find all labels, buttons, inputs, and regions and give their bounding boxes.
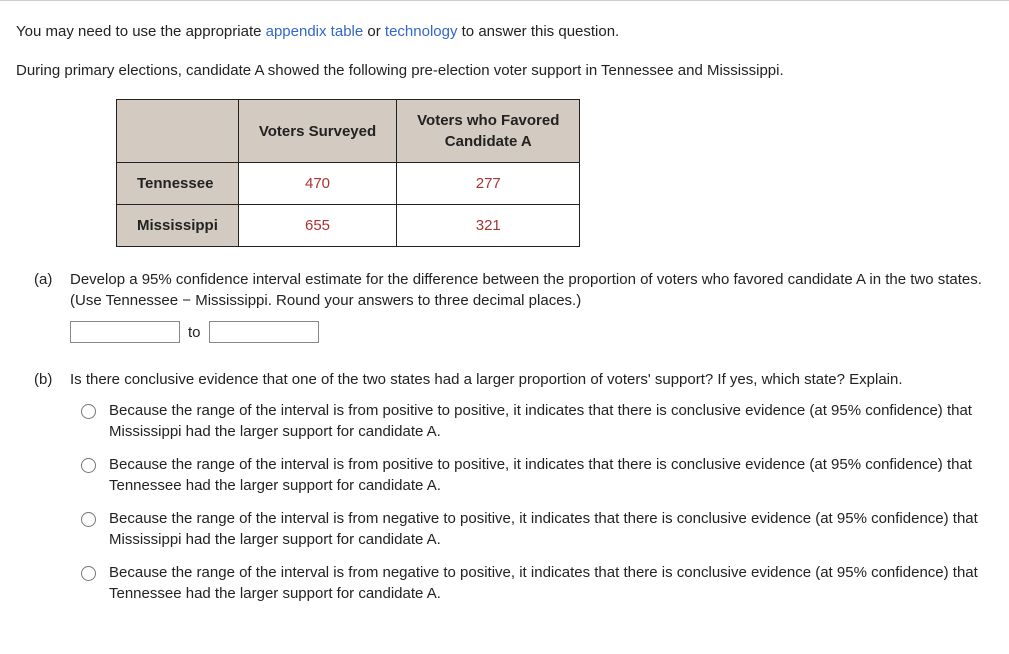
option-row: Because the range of the interval is fro… bbox=[76, 562, 993, 604]
row-favored-1: 321 bbox=[397, 205, 580, 247]
ci-lower-input[interactable] bbox=[70, 321, 180, 343]
appendix-table-link[interactable]: appendix table bbox=[266, 23, 364, 40]
col-header-favored-l2: Candidate A bbox=[445, 133, 532, 150]
option-text-2: Because the range of the interval is fro… bbox=[109, 508, 993, 550]
part-a-question: Develop a 95% confidence interval estima… bbox=[70, 269, 993, 311]
part-a-label: (a) bbox=[34, 269, 70, 343]
row-state-1: Mississippi bbox=[117, 205, 239, 247]
option-radio-1[interactable] bbox=[81, 458, 96, 473]
option-row: Because the range of the interval is fro… bbox=[76, 454, 993, 496]
part-b: (b) Is there conclusive evidence that on… bbox=[34, 369, 993, 616]
scenario-text: During primary elections, candidate A sh… bbox=[16, 60, 993, 81]
option-radio-0[interactable] bbox=[81, 404, 96, 419]
option-row: Because the range of the interval is fro… bbox=[76, 400, 993, 442]
intro-post: to answer this question. bbox=[457, 23, 619, 40]
part-a: (a) Develop a 95% confidence interval es… bbox=[34, 269, 993, 343]
technology-link[interactable]: technology bbox=[385, 23, 458, 40]
voter-table: Voters Surveyed Voters who Favored Candi… bbox=[116, 99, 580, 247]
table-row: Mississippi 655 321 bbox=[117, 205, 580, 247]
row-surveyed-0: 470 bbox=[238, 163, 396, 205]
part-b-question: Is there conclusive evidence that one of… bbox=[70, 369, 993, 390]
option-radio-3[interactable] bbox=[81, 566, 96, 581]
option-text-1: Because the range of the interval is fro… bbox=[109, 454, 993, 496]
intro-pre: You may need to use the appropriate bbox=[16, 23, 266, 40]
intro-mid: or bbox=[363, 23, 385, 40]
intro-text: You may need to use the appropriate appe… bbox=[16, 21, 993, 42]
ci-upper-input[interactable] bbox=[209, 321, 319, 343]
ci-join: to bbox=[188, 322, 201, 343]
table-row: Tennessee 470 277 bbox=[117, 163, 580, 205]
option-text-3: Because the range of the interval is fro… bbox=[109, 562, 993, 604]
row-state-0: Tennessee bbox=[117, 163, 239, 205]
option-radio-2[interactable] bbox=[81, 512, 96, 527]
col-header-surveyed: Voters Surveyed bbox=[238, 100, 396, 163]
row-surveyed-1: 655 bbox=[238, 205, 396, 247]
ci-inputs: to bbox=[70, 321, 993, 343]
table-corner bbox=[117, 100, 239, 163]
option-text-0: Because the range of the interval is fro… bbox=[109, 400, 993, 442]
option-row: Because the range of the interval is fro… bbox=[76, 508, 993, 550]
col-header-favored: Voters who Favored Candidate A bbox=[397, 100, 580, 163]
part-b-label: (b) bbox=[34, 369, 70, 616]
col-header-favored-l1: Voters who Favored bbox=[417, 112, 559, 129]
row-favored-0: 277 bbox=[397, 163, 580, 205]
